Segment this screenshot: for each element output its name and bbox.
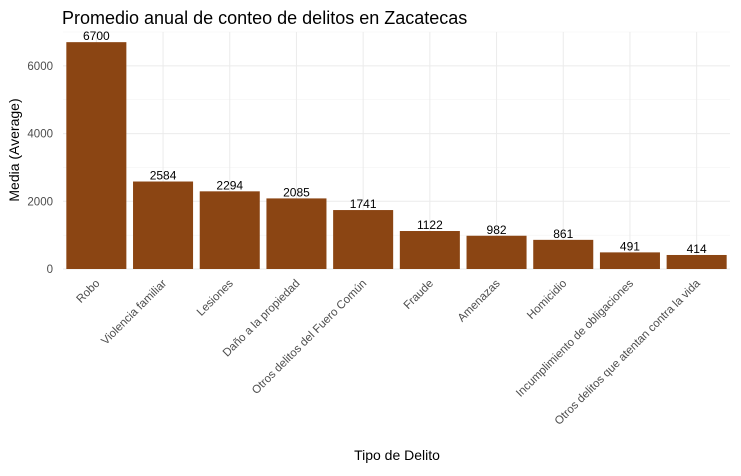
data-label: 2584 (150, 169, 177, 183)
bar (133, 181, 194, 269)
data-label: 491 (620, 239, 640, 253)
data-label: 982 (487, 223, 507, 237)
y-tick-label: 0 (47, 264, 53, 276)
x-tick-label: Fraude (402, 278, 436, 312)
bar (599, 252, 660, 269)
x-tick-label: Homicidio (525, 278, 569, 322)
data-label: 414 (687, 242, 707, 256)
x-tick-label: Violencia familiar (99, 278, 169, 348)
x-tick-label: Amenazas (456, 277, 503, 324)
chart-title: Promedio anual de conteo de delitos en Z… (62, 8, 467, 28)
bar (533, 239, 594, 269)
y-tick-label: 4000 (27, 129, 53, 141)
data-label: 2294 (216, 178, 243, 192)
data-label: 1741 (350, 197, 377, 211)
bar (399, 231, 460, 269)
bar (199, 191, 260, 269)
bar (66, 42, 127, 270)
data-label: 1122 (417, 218, 443, 232)
bars (66, 42, 727, 270)
x-tick-label: Otros delitos que atentan contra la vida (553, 277, 703, 427)
x-axis-title: Tipo de Delito (354, 447, 440, 463)
bar (466, 235, 527, 269)
x-tick-label: Otros delitos del Fuero Común (250, 278, 369, 397)
y-axis-ticks: 0 2000 4000 6000 (27, 61, 53, 276)
data-labels: 6700 2584 2294 2085 1741 1122 982 861 491 414 (83, 29, 707, 256)
bar (333, 210, 394, 269)
x-tick-label: Incumplimiento de obligaciones (514, 277, 636, 399)
x-tick-label: Lesiones (195, 277, 236, 318)
y-tick-label: 2000 (27, 196, 53, 208)
x-tick-label: Robo (75, 278, 103, 306)
y-axis-title: Media (Average) (6, 98, 22, 201)
data-label: 2085 (283, 185, 310, 199)
bar (266, 198, 327, 269)
y-tick-label: 6000 (27, 61, 53, 73)
data-label: 861 (553, 227, 573, 241)
data-label: 6700 (83, 29, 110, 43)
bar (666, 254, 727, 269)
